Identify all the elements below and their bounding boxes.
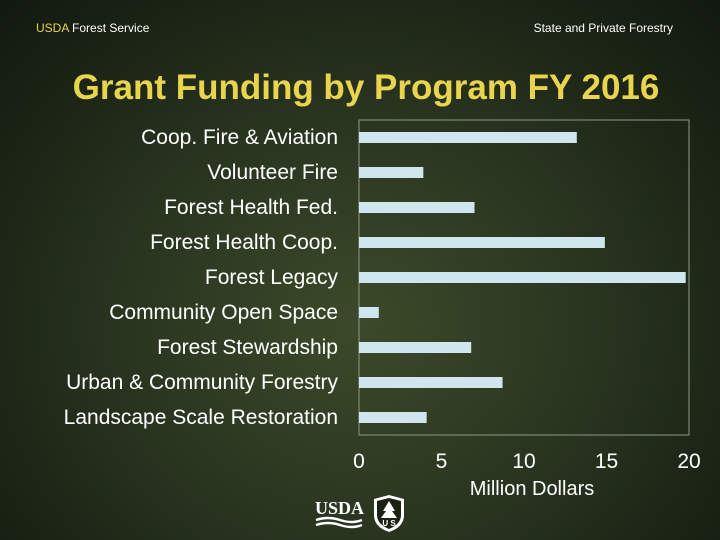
bar xyxy=(359,272,686,283)
chart-title: Grant Funding by Program FY 2016 xyxy=(72,68,660,107)
category-label: Community Open Space xyxy=(109,300,338,324)
bar xyxy=(359,307,379,318)
category-label: Volunteer Fire xyxy=(207,160,338,184)
category-label: Landscape Scale Restoration xyxy=(63,405,338,429)
bar xyxy=(359,167,424,178)
header-forest-service: Forest Service xyxy=(68,21,150,35)
x-tick-label: 5 xyxy=(435,450,448,473)
x-tick-label: 10 xyxy=(512,450,536,473)
category-label: Forest Stewardship xyxy=(157,335,338,359)
forest-service-shield-icon: U S xyxy=(374,495,404,532)
category-label: Forest Health Fed. xyxy=(164,195,338,219)
usda-logo-text: USDA xyxy=(315,498,364,518)
bar xyxy=(359,342,472,353)
bar xyxy=(359,237,605,248)
x-tick-label: 20 xyxy=(677,450,701,473)
x-tick-label: 0 xyxy=(353,450,365,473)
bar xyxy=(359,202,475,213)
header-program: State and Private Forestry xyxy=(533,21,673,35)
bar xyxy=(359,377,503,388)
header-agency: USDA Forest Service xyxy=(36,21,149,35)
category-label: Forest Health Coop. xyxy=(150,230,338,254)
x-tick-label: 15 xyxy=(594,450,619,473)
category-label: Urban & Community Forestry xyxy=(66,370,338,394)
bar xyxy=(359,132,577,143)
x-axis-label: Million Dollars xyxy=(469,478,595,500)
forest-service-shield-text: U S xyxy=(382,519,396,528)
category-label: Coop. Fire & Aviation xyxy=(141,125,338,149)
category-label: Forest Legacy xyxy=(204,265,338,289)
header-usda: USDA xyxy=(36,21,69,35)
bar xyxy=(359,412,427,423)
usda-logo: USDA xyxy=(315,498,364,529)
